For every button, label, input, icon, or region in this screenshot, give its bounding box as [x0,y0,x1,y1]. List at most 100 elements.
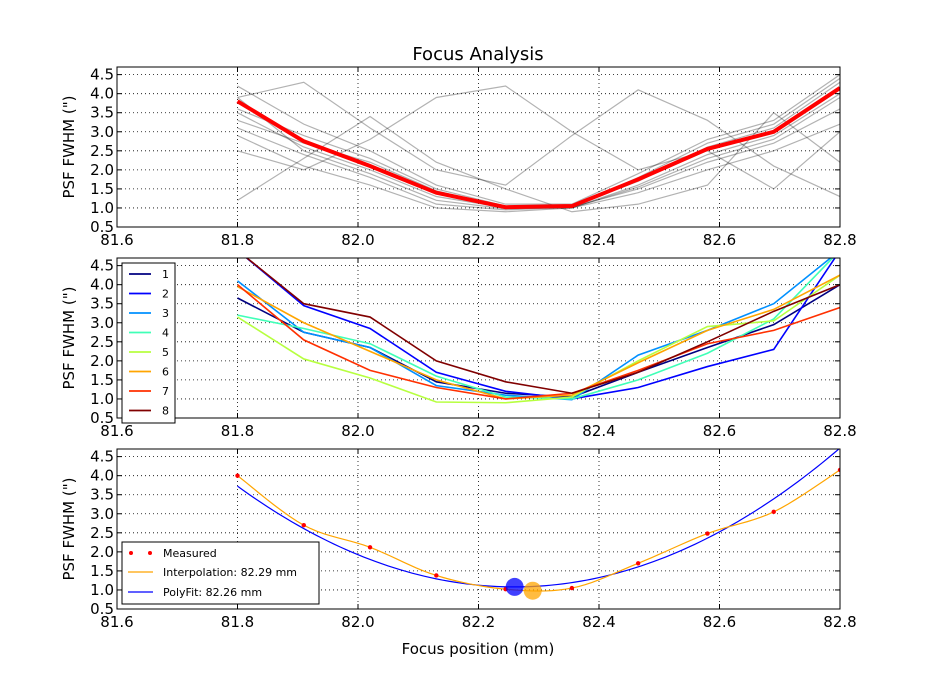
measured-point [635,561,641,566]
plot-area [236,258,840,404]
y-tick-label: 2.5 [90,142,114,160]
x-tick-label: 82.0 [341,422,374,440]
legend-label: 7 [162,385,169,398]
measured-point [569,585,575,591]
y-tick-label: 2.0 [90,352,114,370]
measured-point [705,531,710,536]
legend-label: 8 [162,405,169,418]
panel-fwhm-all-stars: 81.6 81.8 82.0 82.2 82.4 82.6 82.8 0.51.01.52.0… [60,66,857,249]
series-line-5 [237,274,840,404]
y-axis-label: PSF FWHM (") [60,477,78,580]
series-line-star-5 [237,81,840,207]
series-line-6 [237,274,840,400]
y-tick-label: 3.0 [90,505,114,523]
y-tick-label: 3.0 [90,123,114,141]
y-tick-label: 4.0 [90,276,114,294]
series-line-3 [237,258,832,401]
x-tick-label: 82.8 [823,231,856,249]
series-line-4 [237,258,834,400]
legend-box [121,541,320,605]
series-line-star-6 [237,96,840,210]
panel-fwhm-by-region: 81.6 81.8 82.0 82.2 82.4 82.6 82.8 0.51.01.52.0… [60,257,857,440]
legend-label: 6 [162,366,169,379]
x-tick-label: 81.8 [221,231,254,249]
x-tick-label: 82.4 [582,231,615,249]
polyfit-curve [237,449,840,588]
plot-area [235,449,840,600]
y-axis-label: PSF FWHM (") [60,95,78,198]
legend-label: Measured [163,547,217,560]
measured-point [837,467,840,473]
y-tick-label: 4.0 [90,467,114,485]
y-tick-label: 4.5 [90,66,114,84]
y-tick-label: 3.0 [90,314,114,332]
x-tick-label: 82.6 [703,231,736,249]
measured-point [235,473,240,478]
y-tick-label: 1.5 [90,371,114,389]
x-tick-label: 81.8 [221,422,254,440]
x-tick-label: 82.8 [823,422,856,440]
y-tick-label: 1.5 [90,562,114,580]
y-tick-label: 3.5 [90,486,114,504]
legend-label: 1 [162,268,169,281]
x-tick-label: 82.2 [462,613,495,631]
x-tick-label: 81.6 [100,613,133,631]
y-tick-label: 0.5 [90,409,114,427]
measured-point [434,573,439,578]
legend-label: 5 [162,346,169,359]
legend: Measured Interpolation: 82.29 mm PolyFit: … [121,541,320,605]
x-tick-label: 81.6 [100,231,133,249]
y-axis-label: PSF FWHM (") [60,286,78,389]
series-line-median [236,86,840,210]
x-tick-label: 82.4 [582,422,615,440]
x-tick-label: 81.6 [100,422,133,440]
legend-label: 4 [162,327,169,340]
interpolation-best-focus-marker [523,581,542,600]
x-tick-label: 82.0 [341,613,374,631]
y-tick-label: 3.5 [90,295,114,313]
series-line-star-4 [237,123,840,213]
y-tick-label: 3.5 [90,104,114,122]
y-tick-label: 0.5 [90,600,114,618]
x-axis-label: Focus position (mm) [402,640,555,658]
y-tick-label: 4.5 [90,448,114,466]
series-line-star-9 [237,111,840,213]
y-tick-label: 2.5 [90,524,114,542]
x-tick-label: 82.4 [582,613,615,631]
legend-swatch [129,551,133,555]
y-tick-label: 1.0 [90,199,114,217]
y-tick-label: 2.0 [90,543,114,561]
series-line-8 [245,258,840,395]
series-line-star-3 [237,74,840,205]
y-tick-label: 1.5 [90,180,114,198]
y-tick-label: 4.0 [90,85,114,103]
plot-area [236,74,840,213]
measured-point [301,522,306,528]
y-tick-label: 2.0 [90,161,114,179]
legend: 1 2 3 4 5 6 7 8 [121,262,176,424]
measured-point [367,545,373,550]
legend-label: Interpolation: 82.29 mm [163,566,297,579]
figure-title: Focus Analysis [412,44,543,65]
y-tick-label: 1.0 [90,581,114,599]
x-tick-label: 82.2 [462,231,495,249]
x-tick-label: 82.8 [823,613,856,631]
series-line-2 [245,258,836,400]
legend-swatch [148,551,152,555]
y-tick-label: 1.0 [90,390,114,408]
series-line-star-10 [237,81,840,198]
legend-label: 2 [162,288,169,301]
x-tick-label: 81.8 [221,613,254,631]
legend-label: 3 [162,307,169,320]
panel-fwhm-fit: 81.6 81.8 82.0 82.2 82.4 82.6 82.8 0.51.01.52.0… [60,448,857,631]
legend-label: PolyFit: 82.26 mm [163,586,262,599]
y-tick-label: 4.5 [90,257,114,275]
x-tick-label: 82.6 [703,613,736,631]
x-tick-label: 82.6 [703,422,736,440]
x-tick-label: 82.2 [462,422,495,440]
y-tick-label: 2.5 [90,333,114,351]
x-tick-label: 82.0 [341,231,374,249]
measured-point [771,509,776,515]
polyfit-best-focus-marker [505,577,524,596]
